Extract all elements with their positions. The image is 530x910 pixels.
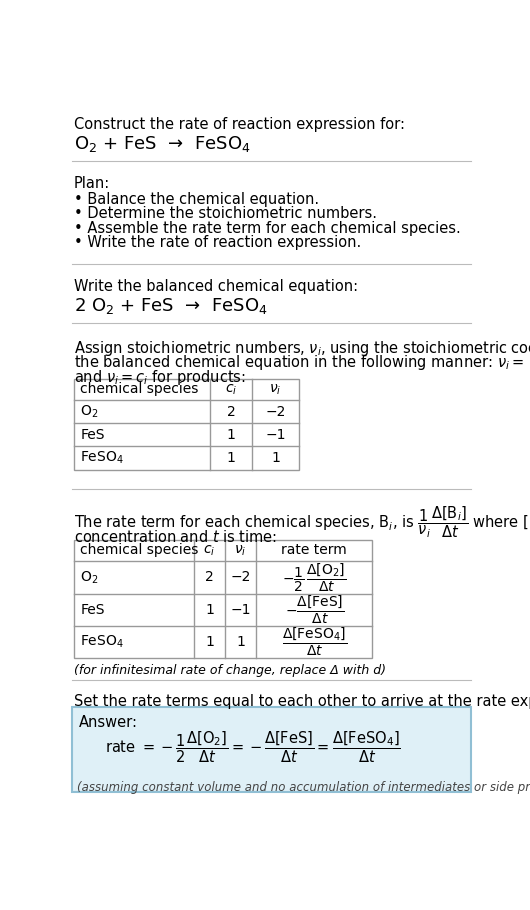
Text: 2: 2 [226,405,235,419]
Text: −2: −2 [231,571,251,584]
Text: Assign stoichiometric numbers, $\nu_i$, using the stoichiometric coefficients, $: Assign stoichiometric numbers, $\nu_i$, … [74,339,530,358]
Text: rate $= -\dfrac{1}{2}\dfrac{\Delta[\mathrm{O_2}]}{\Delta t} = -\dfrac{\Delta[\ma: rate $= -\dfrac{1}{2}\dfrac{\Delta[\math… [105,730,401,765]
Bar [74,379,299,470]
Text: the balanced chemical equation in the following manner: $\nu_i = -c_i$ for react: the balanced chemical equation in the fo… [74,353,530,372]
FancyBboxPatch shape [73,707,471,793]
Text: FeSO$_4$: FeSO$_4$ [80,634,124,651]
Text: $\dfrac{\Delta[\mathrm{FeSO_4}]}{\Delta t}$: $\dfrac{\Delta[\mathrm{FeSO_4}]}{\Delta … [281,626,347,658]
Text: 1: 1 [226,428,235,442]
Text: • Write the rate of reaction expression.: • Write the rate of reaction expression. [74,236,361,250]
Text: −1: −1 [265,428,286,442]
Text: concentration and $t$ is time:: concentration and $t$ is time: [74,529,277,545]
Text: 1: 1 [236,635,245,649]
Text: Answer:: Answer: [78,715,138,730]
Text: 1: 1 [205,635,214,649]
Text: Construct the rate of reaction expression for:: Construct the rate of reaction expressio… [74,116,405,132]
Text: $-\dfrac{1}{2}\,\dfrac{\Delta[\mathrm{O_2}]}{\Delta t}$: $-\dfrac{1}{2}\,\dfrac{\Delta[\mathrm{O_… [282,561,347,593]
Text: (assuming constant volume and no accumulation of intermediates or side products): (assuming constant volume and no accumul… [77,782,530,794]
Text: $-\dfrac{\Delta[\mathrm{FeS}]}{\Delta t}$: $-\dfrac{\Delta[\mathrm{FeS}]}{\Delta t}… [285,593,344,626]
Text: −1: −1 [231,602,251,617]
Text: FeSO$_4$: FeSO$_4$ [80,450,124,466]
Text: O$_2$: O$_2$ [80,569,99,585]
Text: • Assemble the rate term for each chemical species.: • Assemble the rate term for each chemic… [74,221,461,236]
Text: −2: −2 [266,405,286,419]
Text: and $\nu_i = c_i$ for products:: and $\nu_i = c_i$ for products: [74,368,246,387]
Text: O$_2$: O$_2$ [80,404,99,420]
Text: • Balance the chemical equation.: • Balance the chemical equation. [74,192,319,207]
Text: $\nu_i$: $\nu_i$ [234,543,247,558]
Text: Plan:: Plan: [74,177,110,191]
Text: (for infinitesimal rate of change, replace Δ with d): (for infinitesimal rate of change, repla… [74,664,386,677]
Text: O$_2$ + FeS  →  FeSO$_4$: O$_2$ + FeS → FeSO$_4$ [74,134,251,154]
Text: rate term: rate term [281,543,347,558]
Text: 2: 2 [205,571,214,584]
Text: Write the balanced chemical equation:: Write the balanced chemical equation: [74,279,358,294]
Text: 1: 1 [226,451,235,465]
Text: • Determine the stoichiometric numbers.: • Determine the stoichiometric numbers. [74,207,377,221]
Text: 2 O$_2$ + FeS  →  FeSO$_4$: 2 O$_2$ + FeS → FeSO$_4$ [74,297,268,317]
Text: FeS: FeS [80,602,105,617]
Text: chemical species: chemical species [80,382,199,397]
Text: chemical species: chemical species [80,543,199,558]
Text: 1: 1 [271,451,280,465]
Text: Set the rate terms equal to each other to arrive at the rate expression:: Set the rate terms equal to each other t… [74,693,530,709]
Text: The rate term for each chemical species, B$_i$, is $\dfrac{1}{\nu_i}\dfrac{\Delt: The rate term for each chemical species,… [74,504,530,540]
Text: $c_i$: $c_i$ [225,382,237,397]
Bar [74,540,373,658]
Text: $\nu_i$: $\nu_i$ [269,382,282,397]
Text: 1: 1 [205,602,214,617]
Text: FeS: FeS [80,428,105,442]
Text: $c_i$: $c_i$ [204,543,216,558]
